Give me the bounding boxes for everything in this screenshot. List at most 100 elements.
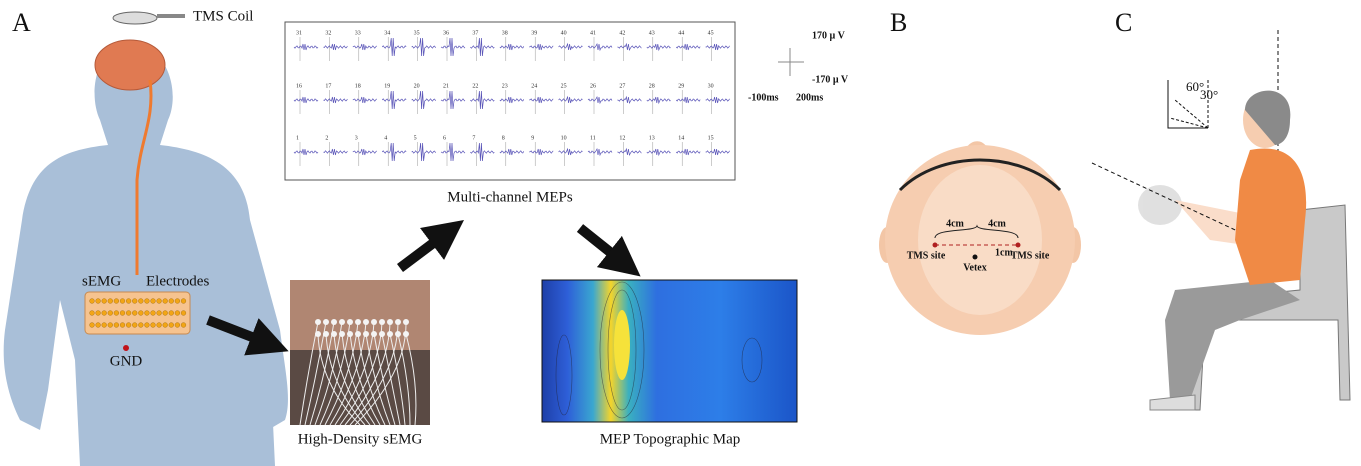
channel-label: 40 <box>561 30 567 36</box>
body-silhouette <box>3 45 288 466</box>
electrode <box>113 322 120 328</box>
sensor <box>379 331 385 337</box>
mep-trace <box>675 148 701 156</box>
mep-trace <box>470 37 495 57</box>
mep-trace <box>587 95 613 105</box>
channel-label: 15 <box>708 135 714 141</box>
wire <box>381 333 401 426</box>
mep-trace <box>352 43 378 51</box>
channel-label: 10 <box>561 135 567 141</box>
electrode <box>144 298 150 304</box>
channel-label: 29 <box>678 83 684 89</box>
mep-trace <box>705 148 730 156</box>
sensor <box>339 319 345 325</box>
mep-trace <box>381 37 407 57</box>
mep-trace <box>646 148 671 157</box>
angle-frame <box>1167 80 1208 129</box>
channel-label: 12 <box>619 135 625 141</box>
mep-trace <box>675 43 701 51</box>
channel-label: 35 <box>414 30 420 36</box>
channel-label: 16 <box>296 83 302 89</box>
channel-label: 4 <box>384 135 387 141</box>
hairline <box>898 158 1062 192</box>
sensor <box>379 319 385 325</box>
channel-label: 26 <box>590 83 596 89</box>
electrode <box>89 310 95 316</box>
electrode <box>174 310 181 316</box>
electrode <box>101 322 107 328</box>
channel-label: 30 <box>708 83 714 89</box>
sensor <box>355 331 361 337</box>
map-caption: MEP Topographic Map <box>600 431 741 447</box>
sensor <box>355 319 361 325</box>
scalp <box>918 165 1042 315</box>
electrode <box>132 310 138 316</box>
electrode <box>168 310 174 316</box>
electrodes <box>89 298 187 328</box>
sensor <box>323 331 329 337</box>
wire <box>333 333 371 426</box>
electrode <box>107 310 113 316</box>
mep-trace <box>617 42 642 52</box>
sensor <box>387 319 393 325</box>
mep-trace <box>558 95 583 104</box>
topo-map <box>541 279 798 423</box>
channel-label: 36 <box>443 30 449 36</box>
electrode <box>126 322 132 328</box>
electrode <box>95 298 101 304</box>
electrode <box>126 310 132 316</box>
electrode <box>162 298 168 304</box>
channel-label: 19 <box>384 83 390 89</box>
sensor <box>403 319 409 325</box>
mep-trace <box>529 43 554 51</box>
electrode <box>162 322 168 328</box>
sensor <box>371 331 377 337</box>
mep-trace <box>705 96 730 104</box>
arrow <box>397 220 464 272</box>
electrode <box>126 298 132 304</box>
wire <box>373 333 396 426</box>
channel-label: 8 <box>502 135 505 141</box>
electrode <box>113 298 120 304</box>
electrode <box>144 322 150 328</box>
mep-trace <box>411 142 436 162</box>
mep-trace <box>675 96 701 104</box>
channel-label: 44 <box>678 30 684 36</box>
wire <box>349 333 381 426</box>
mep-trace <box>646 43 671 52</box>
wire <box>365 333 391 426</box>
mep-trace <box>440 142 466 162</box>
mep-trace <box>352 148 378 156</box>
mep-trace <box>587 147 613 157</box>
site <box>932 242 938 248</box>
mep-trace <box>440 90 466 110</box>
pathway <box>135 79 153 275</box>
photo-wires <box>299 319 417 426</box>
topo-peak <box>614 310 630 380</box>
electrode <box>138 310 144 316</box>
scale-bottom: -170 µ V <box>812 74 849 85</box>
mep-trace <box>470 142 495 162</box>
wire <box>317 333 361 426</box>
channel-label: 13 <box>649 135 655 141</box>
sensor <box>331 331 337 337</box>
photo-skin <box>290 280 430 350</box>
wire <box>405 333 417 426</box>
panel-label: A <box>12 8 31 37</box>
mep-trace <box>381 142 407 162</box>
electrode <box>174 322 181 328</box>
electrode <box>138 322 144 328</box>
electrode <box>119 298 126 304</box>
site <box>1015 242 1021 248</box>
electrode <box>156 310 162 316</box>
electrode <box>162 310 168 316</box>
mep-trace <box>381 90 407 110</box>
mep-trace <box>646 96 671 105</box>
mep-trace <box>293 43 319 51</box>
dist: 4cm <box>988 218 1006 229</box>
wire <box>341 333 376 426</box>
electrode <box>89 322 95 328</box>
mep-trace <box>440 37 466 57</box>
